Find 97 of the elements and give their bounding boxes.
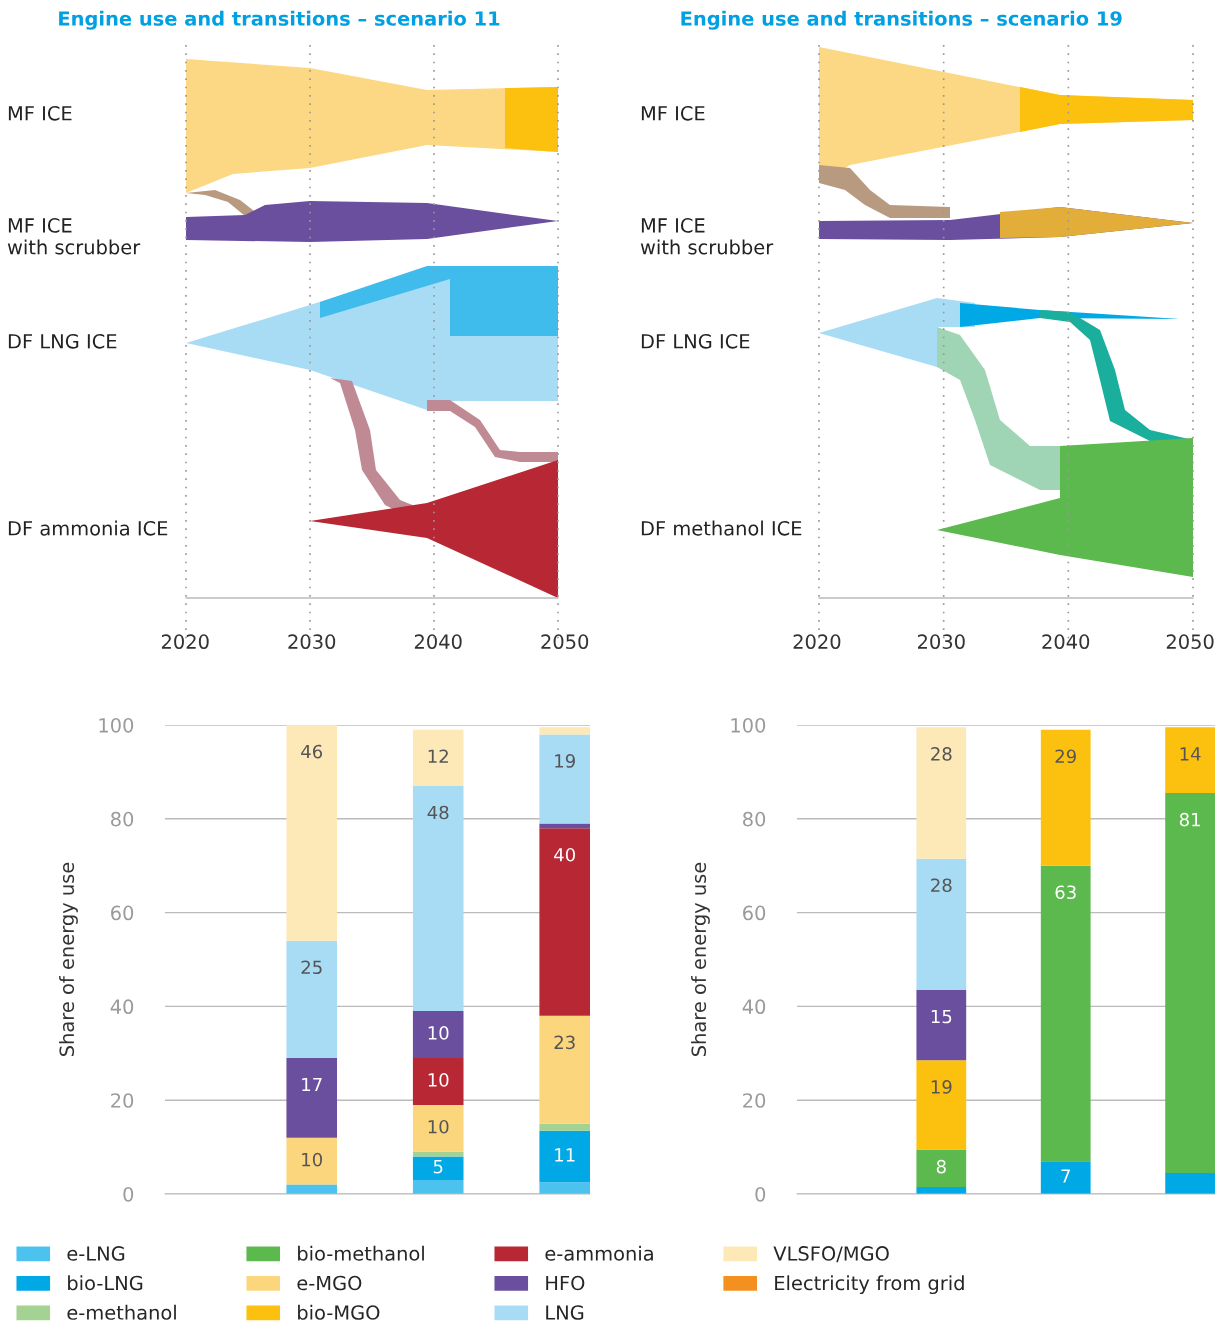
bar xyxy=(916,1149,967,1187)
legend-label: bio-LNG xyxy=(68,1275,143,1291)
y-tick-label: 20 xyxy=(743,1093,766,1108)
bar xyxy=(539,727,590,735)
x-tick-label: 2040 xyxy=(414,634,462,650)
legend-label: HFO xyxy=(546,1275,585,1291)
data-label: 8 xyxy=(936,1159,946,1174)
bar xyxy=(916,858,967,990)
data-label: 17 xyxy=(302,1077,322,1092)
bar xyxy=(286,1137,338,1185)
data-label: 23 xyxy=(554,1035,575,1050)
y-tick-label: 20 xyxy=(111,1093,134,1108)
text: MF ICE xyxy=(641,105,705,121)
y-axis-title: Share of energy use xyxy=(59,862,78,1056)
data-label: 46 xyxy=(301,744,323,759)
bar xyxy=(1165,727,1215,794)
x-tick-label: 2030 xyxy=(288,634,336,650)
x-tick-label: 2040 xyxy=(1042,634,1090,650)
data-label: 48 xyxy=(427,805,449,820)
text: Engine use and transitions – scenario 11 xyxy=(59,10,500,30)
bar xyxy=(286,940,338,1058)
data-label: 10 xyxy=(302,1152,323,1167)
text: MF ICE with scrubber xyxy=(7,218,141,255)
bar xyxy=(539,1182,590,1194)
data-label: 7 xyxy=(1061,1169,1070,1183)
bar xyxy=(539,823,590,829)
bar xyxy=(539,1130,590,1183)
data-label: 29 xyxy=(1055,749,1076,764)
bar xyxy=(412,1156,464,1180)
text: DF ammonia ICE xyxy=(8,520,168,536)
legend-label: bio-MGO xyxy=(298,1304,380,1320)
bar xyxy=(539,828,590,1016)
bar xyxy=(412,1011,464,1058)
legend-label: e-ammonia xyxy=(545,1245,653,1261)
data-label: 14 xyxy=(1180,747,1201,761)
bar xyxy=(412,729,464,786)
data-label: 25 xyxy=(301,960,322,975)
data-label: 19 xyxy=(555,754,575,768)
data-label: 10 xyxy=(428,1026,449,1040)
y-tick-label: 100 xyxy=(99,717,134,733)
text: DF methanol ICE xyxy=(641,520,802,536)
y-tick-label: 80 xyxy=(743,811,766,827)
data-label: 28 xyxy=(931,878,952,893)
bar xyxy=(286,1057,338,1138)
x-tick-label: 2020 xyxy=(793,634,841,650)
y-axis-title: Share of energy use xyxy=(691,862,710,1056)
y-tick-label: 40 xyxy=(110,999,134,1015)
y-tick-label: 0 xyxy=(755,1186,766,1202)
legend-label: VLSFO/MGO xyxy=(773,1246,889,1263)
legend-label: bio-methanol xyxy=(298,1245,424,1261)
legend-label: LNG xyxy=(546,1305,584,1320)
x-tick-label: 2020 xyxy=(161,634,209,650)
bar xyxy=(916,989,967,1061)
y-tick-label: 80 xyxy=(111,811,134,827)
legend-label: Electricity from grid xyxy=(775,1275,964,1295)
bar xyxy=(539,1015,590,1124)
y-tick-label: 60 xyxy=(111,905,134,921)
bar xyxy=(539,734,590,824)
data-label: 63 xyxy=(1055,885,1076,900)
data-label: 15 xyxy=(931,1009,952,1024)
data-label: 10 xyxy=(428,1073,449,1087)
x-tick-label: 2050 xyxy=(1166,634,1214,650)
bar xyxy=(1040,729,1091,866)
text: MF ICE with scrubber xyxy=(640,218,774,255)
bar xyxy=(539,1123,590,1131)
data-label: 11 xyxy=(555,1148,575,1162)
y-tick-label: 40 xyxy=(742,999,766,1015)
bar xyxy=(286,725,338,941)
bar xyxy=(1040,865,1091,1162)
bar xyxy=(412,785,464,1012)
bar xyxy=(916,727,967,859)
data-label: 5 xyxy=(433,1160,443,1174)
text: MF ICE xyxy=(8,105,72,121)
data-label: 40 xyxy=(554,847,575,862)
legend-label: e-MGO xyxy=(297,1275,362,1291)
data-label: 10 xyxy=(428,1119,449,1134)
x-tick-label: 2030 xyxy=(917,634,965,650)
bar xyxy=(1040,1161,1091,1194)
data-label: 19 xyxy=(931,1080,952,1094)
text: DF LNG ICE xyxy=(641,333,750,349)
y-tick-label: 60 xyxy=(743,905,766,921)
legend-label: e-methanol xyxy=(67,1304,176,1320)
text: DF LNG ICE xyxy=(8,333,117,349)
y-tick-label: 100 xyxy=(731,717,766,733)
x-tick-label: 2050 xyxy=(541,634,589,650)
bar xyxy=(1165,793,1215,1173)
bar xyxy=(412,1104,464,1152)
data-label: 28 xyxy=(931,747,952,761)
data-label: 81 xyxy=(1179,812,1200,827)
bar xyxy=(412,1179,464,1194)
text: Engine use and transitions – scenario 19 xyxy=(681,10,1122,30)
bar xyxy=(412,1057,464,1105)
data-label: 12 xyxy=(428,749,448,763)
y-tick-label: 0 xyxy=(123,1186,134,1202)
legend-label: e-LNG xyxy=(67,1246,125,1261)
bar xyxy=(916,1060,967,1150)
bar xyxy=(1165,1172,1215,1194)
